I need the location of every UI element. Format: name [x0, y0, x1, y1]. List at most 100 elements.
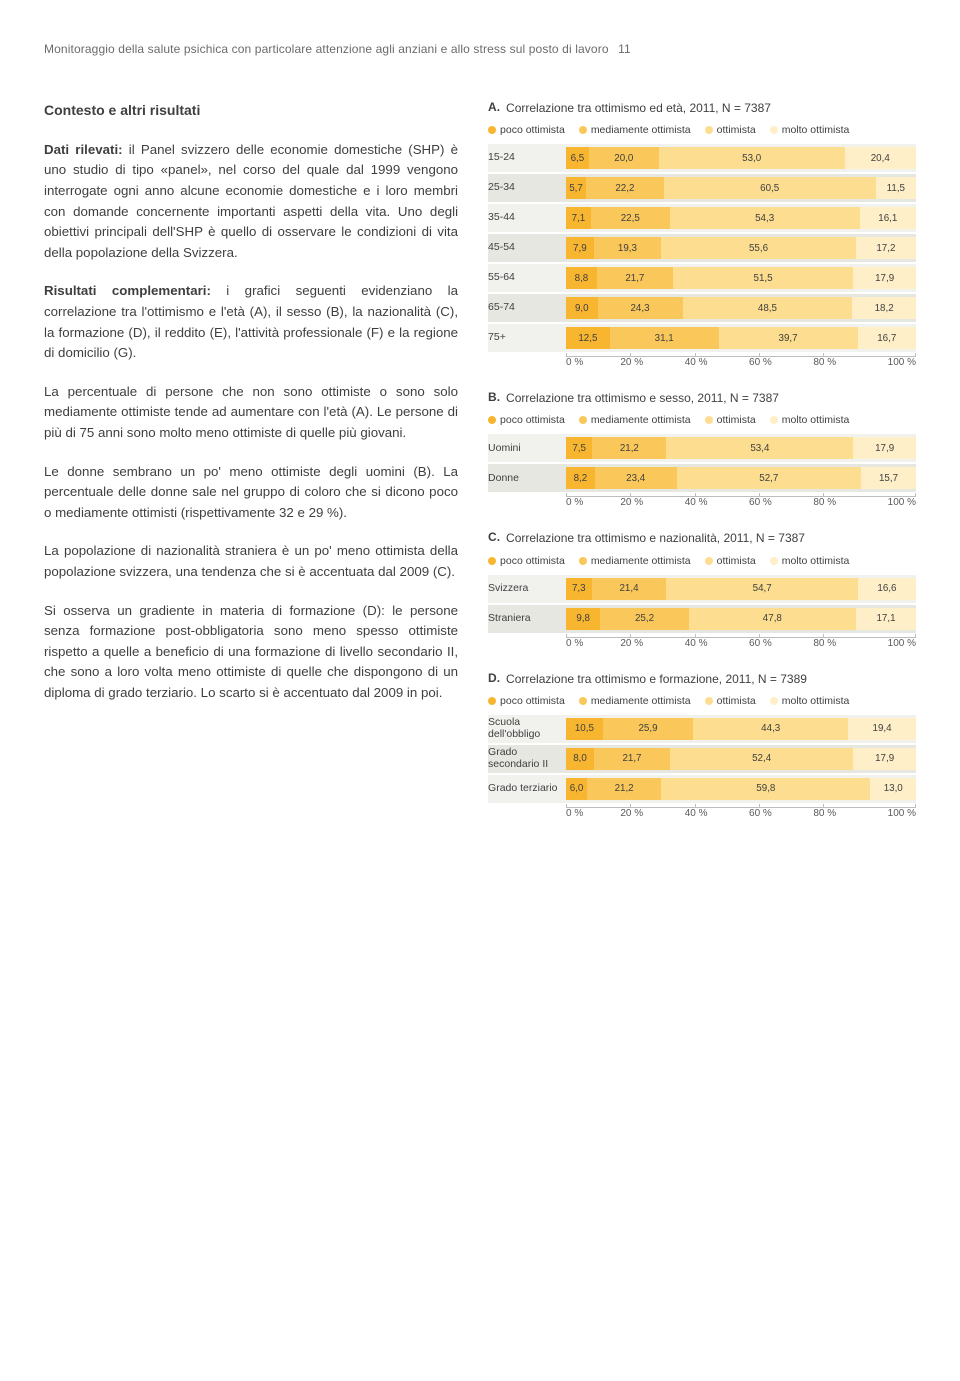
paragraph-4: Le donne sembrano un po' meno ottimiste …: [44, 462, 458, 524]
legend-dot: [488, 126, 496, 134]
bar-segment: 53,0: [659, 147, 845, 169]
chart-letter: C.: [488, 530, 500, 546]
legend-dot: [770, 416, 778, 424]
bar-segment: 59,8: [661, 778, 870, 800]
bar-segment: 60,5: [664, 177, 876, 199]
chart-letter: A.: [488, 100, 500, 116]
bar-segment: 8,2: [566, 467, 595, 489]
label-dati: Dati rilevati:: [44, 142, 123, 157]
chart-row: 15-246,520,053,020,4: [488, 144, 916, 172]
bar-segment: 10,5: [566, 718, 603, 740]
bar-segment: 11,5: [876, 177, 916, 199]
paragraph-6: Si osserva un gradiente in materia di fo…: [44, 601, 458, 704]
legend-label: molto ottimista: [782, 414, 850, 426]
bar: 10,525,944,319,4: [566, 718, 916, 740]
label-risultati: Risultati complementari:: [44, 283, 211, 298]
legend-dot: [770, 697, 778, 705]
chart-row: 65-749,024,348,518,2: [488, 294, 916, 322]
x-axis: 0 %20 %40 %60 %80 %100 %: [566, 807, 916, 819]
bar-segment: 54,7: [666, 578, 857, 600]
row-label: 55-64: [488, 272, 566, 284]
chart-row: 55-648,821,751,517,9: [488, 264, 916, 292]
bar: 6,520,053,020,4: [566, 147, 916, 169]
bar-segment: 7,5: [566, 437, 592, 459]
legend-dot: [488, 557, 496, 565]
bar-segment: 21,7: [594, 748, 670, 770]
axis-tick: 100 %: [888, 357, 916, 368]
bar-segment: 22,5: [591, 207, 670, 229]
legend-label: molto ottimista: [782, 555, 850, 567]
stacked-bar-chart: D.Correlazione tra ottimismo e formazion…: [488, 671, 916, 819]
bar-segment: 19,4: [848, 718, 916, 740]
chart-row: 35-447,122,554,316,1: [488, 204, 916, 232]
legend-dot: [705, 416, 713, 424]
legend-label: ottimista: [717, 695, 756, 707]
bar-segment: 19,3: [594, 237, 662, 259]
axis-tick: 100 %: [888, 638, 916, 649]
bar-segment: 8,0: [566, 748, 594, 770]
bar-segment: 55,6: [661, 237, 856, 259]
bar-segment: 52,4: [670, 748, 853, 770]
bar-segment: 6,5: [566, 147, 589, 169]
row-label: Straniera: [488, 613, 566, 625]
bar-segment: 51,5: [673, 267, 853, 289]
legend-dot: [579, 126, 587, 134]
bar-segment: 17,9: [853, 267, 916, 289]
legend-item: mediamente ottimista: [579, 124, 691, 136]
bar-segment: 21,2: [592, 437, 666, 459]
bar-segment: 47,8: [689, 608, 856, 630]
bar-segment: 9,8: [566, 608, 600, 630]
bar: 8,223,452,715,7: [566, 467, 916, 489]
bar-segment: 48,5: [683, 297, 853, 319]
paragraph-dati: Dati rilevati: il Panel svizzero delle e…: [44, 140, 458, 264]
legend-label: mediamente ottimista: [591, 695, 691, 707]
axis-tick: 80 %: [823, 808, 887, 819]
axis-tick: 100 %: [888, 497, 916, 508]
bar: 7,321,454,716,6: [566, 578, 916, 600]
chart-row: 45-547,919,355,617,2: [488, 234, 916, 262]
bar-segment: 23,4: [595, 467, 677, 489]
legend-item: poco ottimista: [488, 414, 565, 426]
bar-segment: 16,7: [858, 327, 916, 349]
legend-dot: [488, 697, 496, 705]
chart-title-text: Correlazione tra ottimismo e nazionalità…: [506, 530, 805, 546]
axis-tick: 80 %: [823, 357, 887, 368]
bar-segment: 7,3: [566, 578, 592, 600]
axis-tick: 80 %: [823, 638, 887, 649]
legend-dot: [579, 416, 587, 424]
paragraph-risultati: Risultati complementari: i grafici segue…: [44, 281, 458, 363]
bar-segment: 16,6: [858, 578, 916, 600]
chart-title: C. Correlazione tra ottimismo e nazionali…: [488, 530, 916, 546]
legend-item: ottimista: [705, 414, 756, 426]
legend-item: ottimista: [705, 555, 756, 567]
bar-segment: 17,2: [856, 237, 916, 259]
bar-segment: 20,4: [845, 147, 916, 169]
chart-title-text: Correlazione tra ottimismo ed età, 2011,…: [506, 100, 771, 116]
bar: 9,825,247,817,1: [566, 608, 916, 630]
text-dati: il Panel svizzero delle economie domesti…: [44, 142, 458, 260]
legend-label: ottimista: [717, 124, 756, 136]
legend-label: poco ottimista: [500, 695, 565, 707]
bar: 5,722,260,511,5: [566, 177, 916, 199]
row-label: 45-54: [488, 242, 566, 254]
legend-label: ottimista: [717, 414, 756, 426]
chart-legend: poco ottimistamediamente ottimistaottimi…: [488, 124, 916, 136]
chart-row: Straniera9,825,247,817,1: [488, 605, 916, 633]
chart-row: Grado terziario6,021,259,813,0: [488, 775, 916, 803]
axis-tick: 100 %: [888, 808, 916, 819]
legend-label: poco ottimista: [500, 555, 565, 567]
bar-segment: 12,5: [566, 327, 610, 349]
running-header: Monitoraggio della salute psichica con p…: [44, 42, 916, 56]
legend-label: molto ottimista: [782, 695, 850, 707]
legend-item: mediamente ottimista: [579, 414, 691, 426]
chart-row: 75+12,531,139,716,7: [488, 324, 916, 352]
legend-dot: [770, 126, 778, 134]
chart-row: Uomini7,521,253,417,9: [488, 434, 916, 462]
bar-segment: 13,0: [870, 778, 915, 800]
bar-segment: 7,9: [566, 237, 594, 259]
row-label: 15-24: [488, 152, 566, 164]
x-axis: 0 %20 %40 %60 %80 %100 %: [566, 496, 916, 508]
x-axis: 0 %20 %40 %60 %80 %100 %: [566, 637, 916, 649]
stacked-bar-chart: C. Correlazione tra ottimismo e nazionali…: [488, 530, 916, 648]
section-heading: Contesto e altri risultati: [44, 100, 458, 122]
